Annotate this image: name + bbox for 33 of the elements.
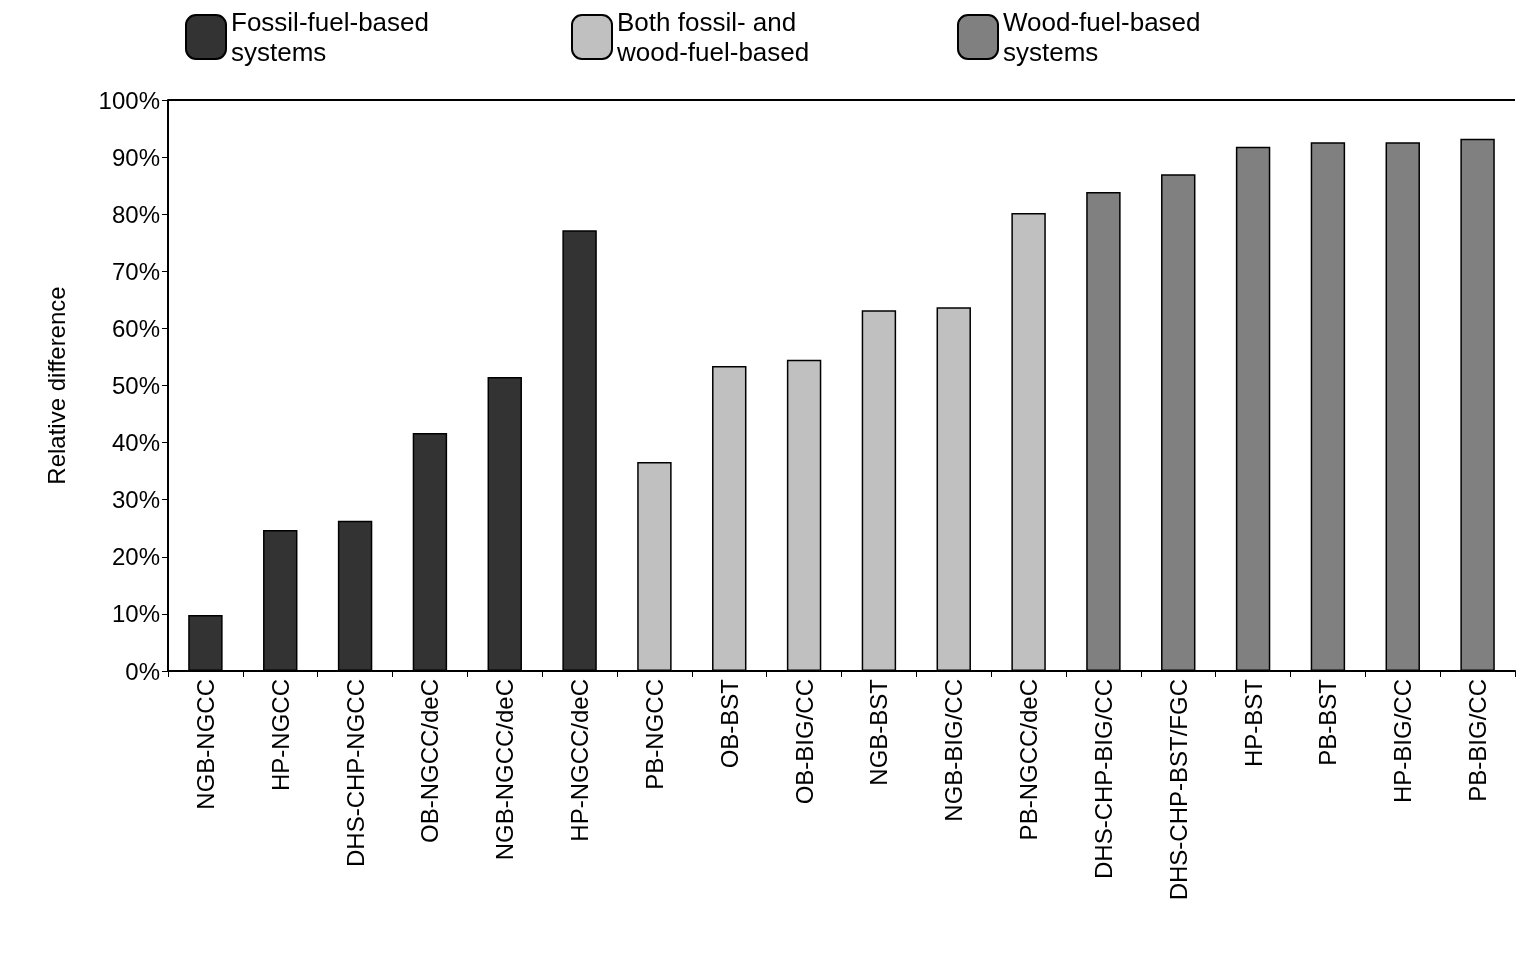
y-tick-label: 100% xyxy=(98,86,160,114)
x-tick-label: NGB-NGCC xyxy=(191,679,219,810)
x-tick-label: HP-BIG/CC xyxy=(1389,679,1417,804)
x-tick-label: HP-NGCC xyxy=(266,679,294,791)
y-tick-label: 30% xyxy=(111,486,160,514)
y-tick-label: 20% xyxy=(111,543,160,571)
y-tick-label: 70% xyxy=(111,257,160,285)
x-tick-label: NGB-BST xyxy=(865,678,893,786)
x-tick-label: NGB-BIG/CC xyxy=(940,679,968,822)
legend-label: Wood-fuel-based systems xyxy=(1003,7,1208,67)
y-tick-label: 80% xyxy=(111,200,160,228)
x-tick-label: OB-BIG/CC xyxy=(790,679,818,805)
x-tick-label: NGB-NGCC/deC xyxy=(491,679,519,861)
x-tick-label: PB-NGCC/deC xyxy=(1015,679,1043,841)
x-tick-label: DHS-CHP-BST/FGC xyxy=(1164,679,1192,901)
legend-label: Fossil-fuel-based systems xyxy=(231,7,437,67)
x-tick-label: OB-BST xyxy=(715,678,743,769)
y-axis-title: Relative difference xyxy=(42,286,70,485)
x-tick-label: HP-BST xyxy=(1239,678,1267,768)
x-tick-label: HP-NGCC/deC xyxy=(566,679,594,842)
y-tick-label: 50% xyxy=(111,372,160,399)
y-tick-label: 90% xyxy=(111,143,160,171)
legend-label: Both fossil- and wood-fuel-based xyxy=(616,7,810,67)
x-tick-label: PB-BST xyxy=(1314,678,1342,766)
y-tick-label: 60% xyxy=(111,314,160,342)
x-tick-label: PB-BIG/CC xyxy=(1464,679,1492,802)
x-tick-label: DHS-CHP-NGCC xyxy=(341,679,369,867)
y-tick-label: 40% xyxy=(111,429,160,457)
y-tick-label: 0% xyxy=(125,657,160,685)
x-tick-label: OB-NGCC/deC xyxy=(416,679,444,844)
x-tick-label: PB-NGCC xyxy=(640,679,668,790)
y-tick-label: 10% xyxy=(111,600,160,628)
x-tick-label: DHS-CHP-BIG/CC xyxy=(1089,679,1117,880)
